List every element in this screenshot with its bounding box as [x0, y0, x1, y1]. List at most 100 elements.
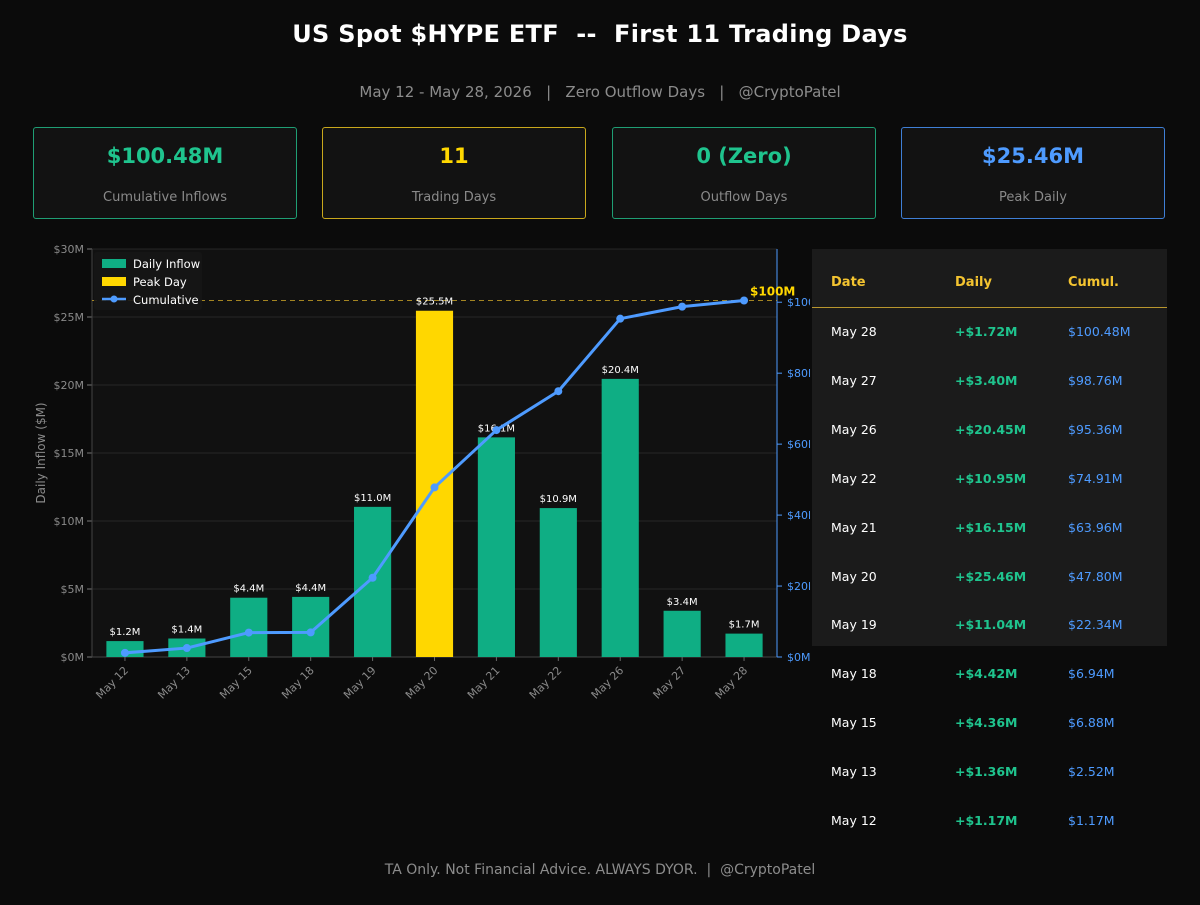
x-tick-label: May 13	[155, 664, 193, 702]
x-tick-label: May 26	[589, 664, 627, 702]
y-left-tick-label: $5M	[61, 583, 85, 596]
legend-swatch-peak	[102, 277, 126, 286]
y-right-tick-label: $80M	[787, 367, 810, 380]
cumulative-point	[678, 302, 687, 311]
table-cell-daily: +$11.04M	[955, 617, 1027, 633]
y-axis-title: Daily Inflow ($M)	[34, 402, 48, 503]
x-tick-label: May 28	[713, 664, 751, 702]
card-value: $25.46M	[982, 144, 1084, 168]
table-cell-daily: +$10.95M	[955, 470, 1027, 486]
bar	[477, 437, 515, 657]
table-cell-cumul: $6.88M	[1068, 715, 1115, 731]
legend-label-peak: Peak Day	[133, 275, 187, 289]
card-value: 0 (Zero)	[696, 144, 792, 168]
bar	[354, 506, 392, 657]
table-cell-cumul: $95.36M	[1068, 421, 1123, 437]
y-left-tick-label: $15M	[54, 447, 85, 460]
table-cell-daily: +$1.36M	[955, 764, 1018, 780]
bar-value-label: $3.4M	[667, 597, 698, 608]
bar	[601, 378, 639, 657]
table-cell-date: May 28	[831, 324, 877, 339]
bar	[292, 596, 330, 657]
bar-value-label: $1.7M	[729, 620, 760, 631]
table-header-cumul: Cumul.	[1068, 275, 1119, 290]
table-cell-cumul: $63.96M	[1068, 519, 1123, 535]
bar-value-label: $4.4M	[233, 584, 264, 595]
bar	[230, 597, 268, 657]
page-subtitle: May 12 - May 28, 2026 | Zero Outflow Day…	[359, 83, 841, 101]
cumulative-point	[554, 387, 563, 396]
bar-value-label: $1.2M	[110, 627, 141, 638]
table-cell-date: May 20	[831, 568, 877, 584]
table-cell-cumul: $22.34M	[1068, 617, 1123, 633]
bar-value-label: $1.4M	[171, 625, 202, 636]
y-left-tick-label: $20M	[54, 379, 85, 392]
cumulative-point	[306, 628, 315, 637]
x-tick-label: May 22	[527, 664, 565, 702]
cumulative-inflows-card: $100.48M Cumulative Inflows	[33, 127, 297, 219]
table-cell-date: May 27	[831, 372, 877, 388]
inflow-table: Date Daily Cumul. May 28 +$1.72M $100.48M M…	[812, 249, 1167, 839]
table-cell-date: May 13	[831, 764, 877, 780]
card-value: 11	[439, 144, 469, 168]
bar-value-label: $11.0M	[354, 493, 391, 504]
table-cell-date: May 12	[831, 813, 877, 828]
bar	[539, 508, 577, 657]
y-right-tick-label: $100M	[787, 296, 810, 309]
cumulative-point	[368, 573, 377, 582]
table-cell-cumul: $2.52M	[1068, 764, 1115, 780]
legend-label-cumulative: Cumulative	[133, 293, 199, 307]
y-right-tick-label: $40M	[787, 509, 810, 522]
outflow-days-card: 0 (Zero) Outflow Days	[612, 127, 876, 219]
table-header-daily: Daily	[955, 275, 992, 290]
inflow-chart: $0M $5M $10M $15M $20M $25M $30M $0M $20M $40M $60…	[0, 240, 810, 720]
table-header-date: Date	[831, 275, 866, 290]
cumulative-point	[244, 628, 253, 637]
y-right-tick-label: $0M	[787, 651, 810, 664]
y-left-tick-label: $25M	[54, 311, 85, 324]
x-tick-label: May 20	[403, 664, 441, 702]
y-left-tick-label: $0M	[61, 651, 85, 664]
x-tick-label: May 12	[93, 664, 131, 702]
card-label: Outflow Days	[700, 190, 788, 205]
card-label: Cumulative Inflows	[103, 190, 227, 205]
table-cell-daily: +$3.40M	[955, 372, 1018, 388]
x-tick-label: May 15	[217, 664, 255, 702]
cumulative-point	[120, 648, 129, 657]
table-cell-daily: +$1.72M	[955, 324, 1018, 339]
table-cell-cumul: $100.48M	[1068, 324, 1131, 339]
cumulative-point	[740, 296, 749, 305]
cumulative-point	[492, 426, 501, 435]
table-header-shade	[812, 249, 1167, 646]
card-label: Peak Daily	[999, 190, 1067, 205]
table-cell-daily: +$4.36M	[955, 715, 1018, 731]
y-left-tick-label: $30M	[54, 243, 85, 256]
legend-swatch-daily	[102, 259, 126, 268]
legend-label-daily: Daily Inflow	[133, 257, 200, 271]
cumulative-point	[182, 644, 191, 653]
trading-days-card: 11 Trading Days	[322, 127, 586, 219]
cumulative-point	[430, 483, 439, 492]
footer-disclaimer: TA Only. Not Financial Advice. ALWAYS DY…	[384, 862, 816, 878]
x-tick-label: May 21	[465, 664, 503, 702]
table-cell-daily: +$4.42M	[955, 666, 1018, 682]
bar	[725, 633, 763, 657]
table-cell-daily: +$25.46M	[955, 568, 1027, 584]
y-right-tick-label: $20M	[787, 580, 810, 593]
bar	[663, 610, 701, 657]
legend-marker-cumulative	[110, 295, 118, 303]
peak-daily-card: $25.46M Peak Daily	[901, 127, 1165, 219]
table-cell-date: May 18	[831, 666, 877, 682]
table-cell-date: May 19	[831, 617, 877, 633]
bar-value-label: $25.5M	[416, 297, 453, 308]
table-cell-daily: +$1.17M	[955, 813, 1018, 828]
y-left-tick-label: $10M	[54, 515, 85, 528]
y-right-tick-label: $60M	[787, 438, 810, 451]
table-cell-cumul: $47.80M	[1068, 568, 1123, 584]
x-tick-label: May 18	[279, 664, 317, 702]
table-cell-date: May 22	[831, 470, 877, 486]
bar-value-label: $10.9M	[540, 494, 577, 505]
bar-value-label: $4.4M	[295, 583, 326, 594]
table-cell-date: May 21	[831, 519, 877, 535]
card-value: $100.48M	[106, 144, 224, 168]
